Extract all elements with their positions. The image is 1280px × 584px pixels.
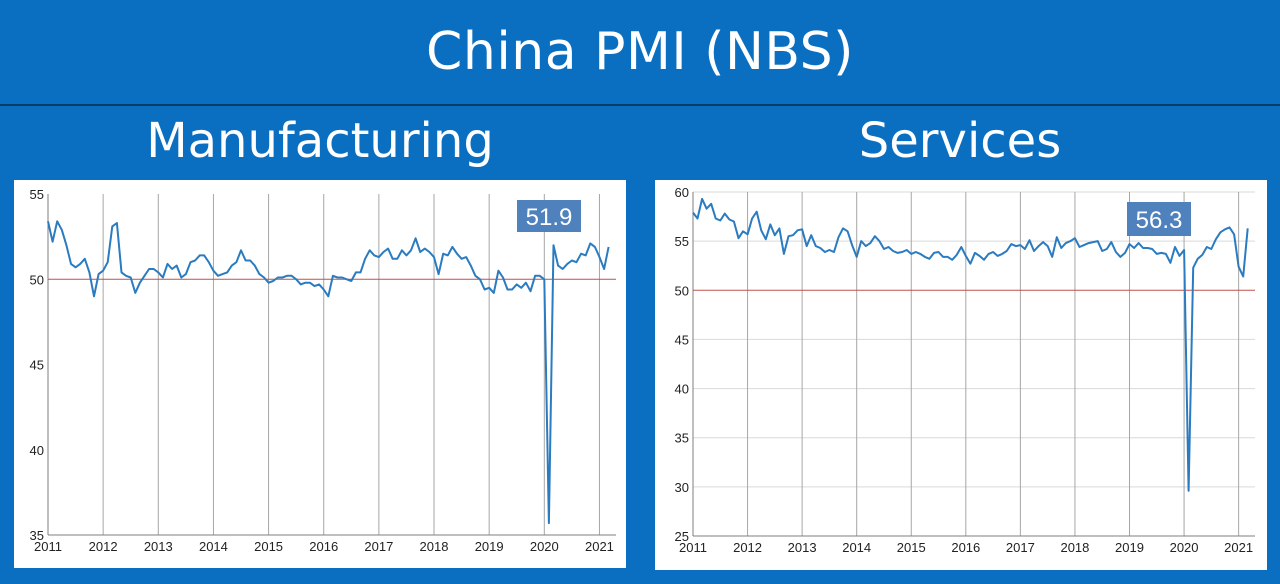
services-x-tick-label: 2016	[951, 540, 980, 555]
header-bar: China PMI (NBS)	[0, 0, 1280, 106]
services-x-tick-label: 2021	[1224, 540, 1253, 555]
services-x-tick-label: 2013	[788, 540, 817, 555]
services-x-tick-label: 2015	[897, 540, 926, 555]
services-last-value-label: 56.3	[1136, 207, 1183, 234]
manufacturing-x-tick-label: 2016	[309, 539, 338, 554]
manufacturing-chart: 35 40 45 50 55 2011 2012 2013 2014 2015 2016 2017 20…	[30, 187, 616, 554]
services-y-tick-label: 45	[675, 332, 689, 347]
manufacturing-x-tick-label: 2014	[199, 539, 228, 554]
manufacturing-x-tick-label: 2020	[530, 539, 559, 554]
services-x-tick-label: 2019	[1115, 540, 1144, 555]
manufacturing-title: Manufacturing	[146, 113, 494, 169]
services-y-tick-label: 25	[675, 529, 689, 544]
manufacturing-chart-panel: 35 40 45 50 55 2011 2012 2013 2014 2015 2016 2017 20…	[14, 180, 626, 568]
services-last-value-badge	[1127, 202, 1191, 236]
manufacturing-series-line	[47, 220, 610, 525]
manufacturing-x-tick-label: 2021	[585, 539, 614, 554]
services-y-tick-label: 30	[675, 480, 689, 495]
manufacturing-y-tick-label: 40	[30, 443, 44, 458]
manufacturing-x-tick-label: 2011	[34, 539, 62, 554]
manufacturing-x-tick-label: 2018	[420, 539, 449, 554]
services-y-tick-label: 55	[675, 234, 689, 249]
manufacturing-y-tick-label: 55	[30, 187, 44, 202]
manufacturing-x-tick-label: 2017	[364, 539, 393, 554]
services-x-tick-label: 2018	[1060, 540, 1089, 555]
manufacturing-last-value-label: 51.9	[526, 204, 573, 231]
manufacturing-y-tick-label: 45	[30, 358, 44, 373]
services-x-tick-label: 2012	[733, 540, 762, 555]
services-y-tick-label: 40	[675, 382, 689, 397]
manufacturing-last-value-badge	[517, 200, 581, 232]
manufacturing-y-tick-label: 50	[30, 272, 44, 287]
services-x-tick-label: 2014	[842, 540, 871, 555]
services-x-tick-label: 2020	[1170, 540, 1199, 555]
manufacturing-x-tick-label: 2013	[144, 539, 173, 554]
manufacturing-x-tick-label: 2015	[254, 539, 283, 554]
manufacturing-y-tick-label: 35	[30, 528, 44, 543]
manufacturing-x-tick-label: 2019	[475, 539, 504, 554]
services-title: Services	[858, 113, 1062, 169]
services-chart-panel: 25 30 35 40 45 50 55 60 2011 2012 2013 2014 2015 2016…	[655, 180, 1267, 570]
services-y-tick-label: 35	[675, 431, 689, 446]
services-y-tick-label: 50	[675, 283, 689, 298]
services-chart: 25 30 35 40 45 50 55 60 2011 2012 2013 2014 2015 2016…	[675, 185, 1255, 555]
page-title: China PMI (NBS)	[426, 22, 854, 82]
manufacturing-x-tick-label: 2012	[89, 539, 118, 554]
services-y-tick-label: 60	[675, 185, 689, 200]
services-header: Services	[640, 106, 1280, 176]
services-x-tick-label: 2011	[679, 540, 707, 555]
services-x-tick-label: 2017	[1006, 540, 1035, 555]
services-series-line	[692, 197, 1249, 492]
manufacturing-header: Manufacturing	[0, 106, 640, 176]
